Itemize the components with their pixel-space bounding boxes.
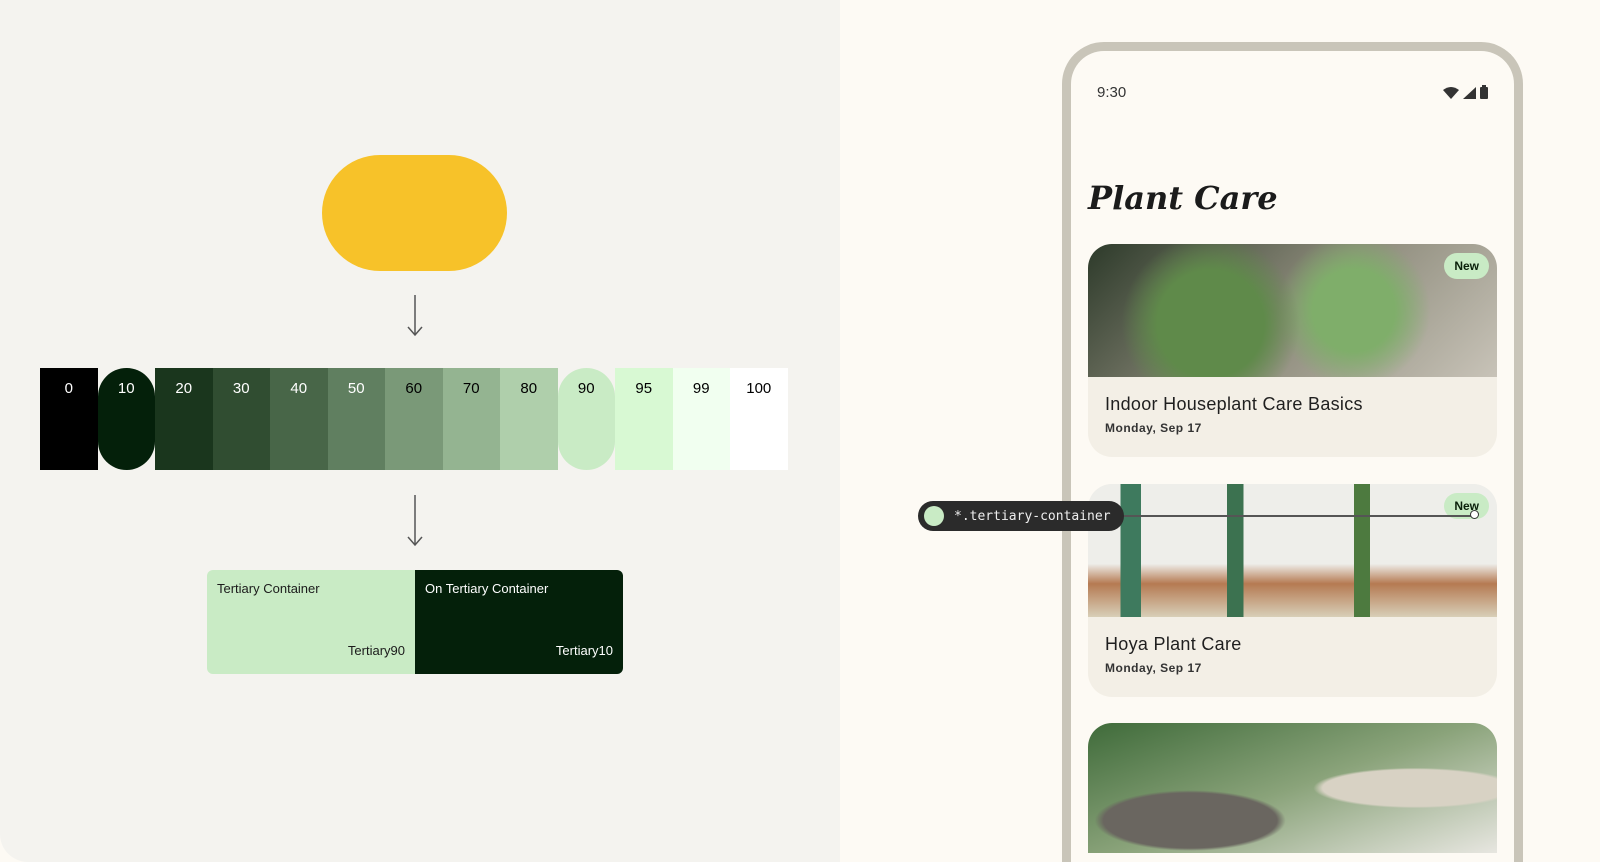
card-image xyxy=(1088,723,1497,853)
status-time: 9:30 xyxy=(1097,84,1127,101)
annotation-label: *.tertiary-container xyxy=(954,508,1111,524)
color-dot-icon xyxy=(924,506,944,526)
new-badge: New xyxy=(1444,493,1489,519)
tone-swatch-10: 10 xyxy=(97,368,155,470)
wifi-icon xyxy=(1443,87,1459,99)
tone-swatch-90: 90 xyxy=(557,368,615,470)
role-name: Tertiary Container xyxy=(217,581,320,596)
annotation-target-icon xyxy=(1470,510,1479,519)
tone-swatch-95: 95 xyxy=(615,368,673,470)
card-image xyxy=(1088,244,1497,377)
tonal-palette: 0 10 20 30 40 50 60 70 80 90 95 99 100 xyxy=(40,368,788,470)
tone-swatch-100: 100 xyxy=(730,368,788,470)
tone-swatch-80: 80 xyxy=(500,368,558,470)
article-card[interactable]: New Hoya Plant Care Monday, Sep 17 xyxy=(1088,484,1497,697)
tone-swatch-50: 50 xyxy=(327,368,385,470)
new-badge: New xyxy=(1444,253,1489,279)
tone-swatch-30: 30 xyxy=(212,368,270,470)
tone-swatch-99: 99 xyxy=(672,368,730,470)
card-date: Monday, Sep 17 xyxy=(1105,661,1202,675)
role-tone: Tertiary10 xyxy=(555,643,613,658)
article-card[interactable] xyxy=(1088,723,1497,853)
card-title: Indoor Houseplant Care Basics xyxy=(1105,394,1363,414)
color-role-annotation: *.tertiary-container xyxy=(918,501,1124,531)
card-image xyxy=(1088,484,1497,617)
phone-mockup: 9:30 Plant Care New Indoor Houseplant Ca… xyxy=(1062,42,1523,862)
page-title: Plant Care xyxy=(1088,179,1278,217)
on-tertiary-container-role: On Tertiary Container Tertiary10 xyxy=(415,570,623,674)
card-title: Hoya Plant Care xyxy=(1105,634,1242,654)
arrow-down-icon xyxy=(407,495,423,547)
role-name: On Tertiary Container xyxy=(425,581,549,596)
arrow-down-icon xyxy=(407,295,423,337)
tertiary-container-role: Tertiary Container Tertiary90 xyxy=(207,570,415,674)
tone-swatch-0: 0 xyxy=(40,368,98,470)
battery-icon xyxy=(1480,85,1488,99)
annotation-line xyxy=(1124,515,1474,517)
article-card[interactable]: New Indoor Houseplant Care Basics Monday… xyxy=(1088,244,1497,457)
signal-icon xyxy=(1463,87,1476,99)
left-panel: 0 10 20 30 40 50 60 70 80 90 95 99 100 Tertiary Cont… xyxy=(40,155,788,674)
tone-swatch-40: 40 xyxy=(270,368,328,470)
card-date: Monday, Sep 17 xyxy=(1105,421,1202,435)
role-tone: Tertiary90 xyxy=(347,643,405,658)
tone-swatch-20: 20 xyxy=(155,368,213,470)
seed-color-swatch xyxy=(322,155,507,271)
tone-swatch-60: 60 xyxy=(385,368,443,470)
status-bar-icons xyxy=(1443,85,1488,99)
tone-swatch-70: 70 xyxy=(442,368,500,470)
